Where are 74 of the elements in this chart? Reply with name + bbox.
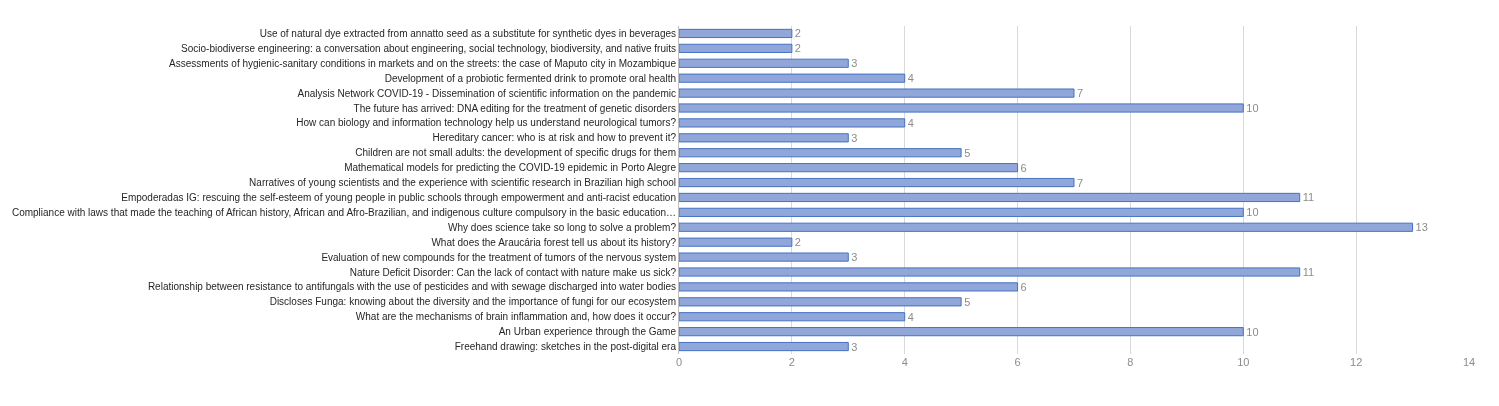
bar [679, 58, 849, 68]
y-tick-label: Compliance with laws that made the teaching of African history, African and Afro-Brazilian, and indigenous culture compulsory in the basic education… [11, 206, 676, 218]
data-label: 11 [1302, 266, 1315, 278]
y-tick-label: Analysis Network COVID-19 - Dissemination of scientific information on the pandemic [297, 87, 676, 99]
data-label: 6 [1020, 280, 1027, 293]
data-label: 5 [964, 295, 971, 308]
y-tick-label: What are the mechanisms of brain inflammation and, how does it occur? [355, 311, 677, 323]
y-tick-label: Use of natural dye extracted from annatto seed as a substitute for synthetic dyes in beverages [259, 27, 676, 39]
y-tick-label: An Urban experience through the Game [498, 326, 677, 338]
y-tick-label: Children are not small adults: the development of specific drugs for them [355, 147, 676, 159]
x-tick-label: 0 [675, 356, 683, 368]
y-tick-label: The future has arrived: DNA editing for the treatment of genetic disorders [353, 102, 676, 114]
data-label: 3 [851, 131, 858, 144]
y-tick-label: Nature Deficit Disorder: Can the lack of contact with nature make us sick? [349, 266, 677, 278]
bar [679, 192, 1301, 203]
x-tick-label: 4 [901, 356, 908, 368]
data-label: 11 [1302, 191, 1315, 204]
data-label: 10 [1246, 102, 1259, 114]
x-tick-label: 6 [1014, 356, 1021, 368]
bar [679, 118, 906, 128]
data-label: 4 [907, 72, 914, 85]
y-tick-label: Development of a probiotic fermented drink to promote oral health [384, 72, 676, 84]
bar [679, 297, 962, 307]
data-label: 4 [907, 310, 914, 323]
bar [679, 133, 849, 143]
bar [679, 73, 906, 83]
data-label: 10 [1246, 206, 1259, 219]
x-tick-label: 12 [1350, 356, 1363, 368]
bar [679, 28, 793, 39]
data-label: 4 [907, 116, 914, 129]
data-label: 2 [794, 236, 801, 249]
y-tick-label: How can biology and information technology help us understand neurological tumors? [296, 117, 677, 129]
data-label: 5 [964, 146, 971, 159]
bar [679, 222, 1414, 232]
bar [679, 282, 1019, 292]
bar [679, 148, 962, 158]
bar [679, 327, 1244, 337]
bar [679, 252, 849, 262]
x-tick-label: 10 [1237, 356, 1250, 368]
y-tick-label: Discloses Funga: knowing about the diversity and the importance of fungi for our ecosystem [269, 296, 676, 308]
y-tick-label: Evaluation of new compounds for the treatment of tumors of the nervous system [321, 251, 676, 263]
y-tick-label: What does the Araucária forest tell us about its history? [431, 236, 677, 248]
y-tick-label: Socio-biodiverse engineering: a conversation about engineering, social technology, biodiversity, and native fruits [181, 42, 676, 54]
y-tick-label: Mathematical models for predicting the COVID-19 epidemic in Porto Alegre [344, 162, 677, 174]
bar [679, 88, 1075, 98]
data-label: 7 [1077, 87, 1084, 100]
data-label: 2 [794, 42, 801, 55]
data-label: 3 [851, 340, 858, 353]
y-tick-label: Hereditary cancer: who is at risk and how to prevent it? [432, 132, 677, 144]
bar [679, 207, 1244, 217]
x-tick-label: 14 [1462, 356, 1476, 368]
bar [679, 312, 906, 322]
bar [679, 103, 1244, 113]
y-tick-label: Assessments of hygienic-sanitary conditions in markets and on the streets: the case of Maputo city in Mozambique [169, 57, 677, 69]
data-label: 3 [851, 251, 858, 264]
bar [679, 267, 1301, 277]
y-tick-label: Narratives of young scientists and the experience with scientific research in Brazilian high school [249, 177, 676, 189]
data-label: 13 [1415, 221, 1428, 234]
y-tick-label: Freehand drawing: sketches in the post-digital era [454, 341, 677, 353]
bar [679, 177, 1075, 188]
bar [679, 341, 849, 352]
bar [679, 43, 793, 53]
data-label: 2 [794, 27, 801, 40]
data-label: 7 [1077, 176, 1084, 189]
x-tick-label: 2 [788, 356, 795, 368]
bar [679, 237, 793, 247]
y-tick-label: Relationship between resistance to antifungals with the use of pesticides and with sewage discharged into water bodies [147, 281, 676, 293]
y-tick-label: Empoderadas IG: rescuing the self-esteem of young people in public schools through empowerment and anti-racist education [121, 191, 676, 203]
x-tick-label: 8 [1127, 356, 1134, 368]
y-tick-label: Why does science take so long to solve a problem? [448, 221, 677, 233]
data-label: 3 [851, 57, 858, 70]
data-label: 10 [1246, 325, 1259, 338]
bar [679, 163, 1019, 173]
data-label: 6 [1020, 161, 1027, 174]
